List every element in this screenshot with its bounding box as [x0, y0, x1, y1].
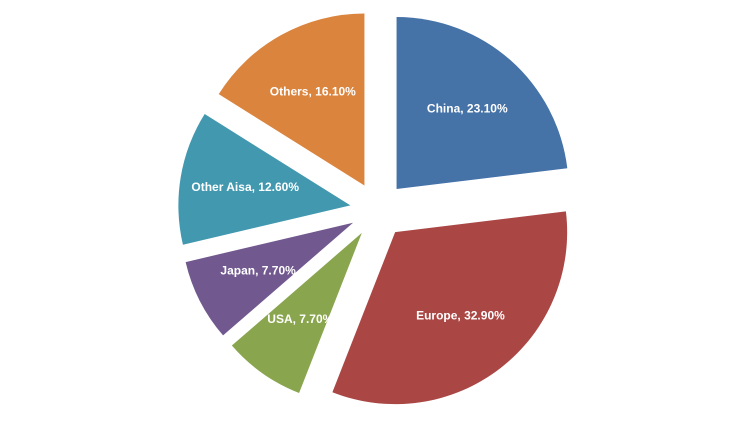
slice-label: Other Aisa, 12.60% [191, 180, 299, 194]
pie-slice [218, 13, 365, 186]
slice-label: USA, 7.70% [267, 312, 333, 326]
pie-slice [231, 232, 362, 394]
slice-label: China, 23.10% [427, 101, 508, 115]
pie-slice [396, 17, 568, 190]
slice-label: Others, 16.10% [270, 84, 356, 98]
pie-slice [185, 222, 354, 336]
slice-label: Japan, 7.70% [220, 263, 296, 277]
pie-slice [178, 114, 351, 245]
slice-label: Europe, 32.90% [416, 309, 505, 323]
pie-slice [332, 211, 568, 405]
